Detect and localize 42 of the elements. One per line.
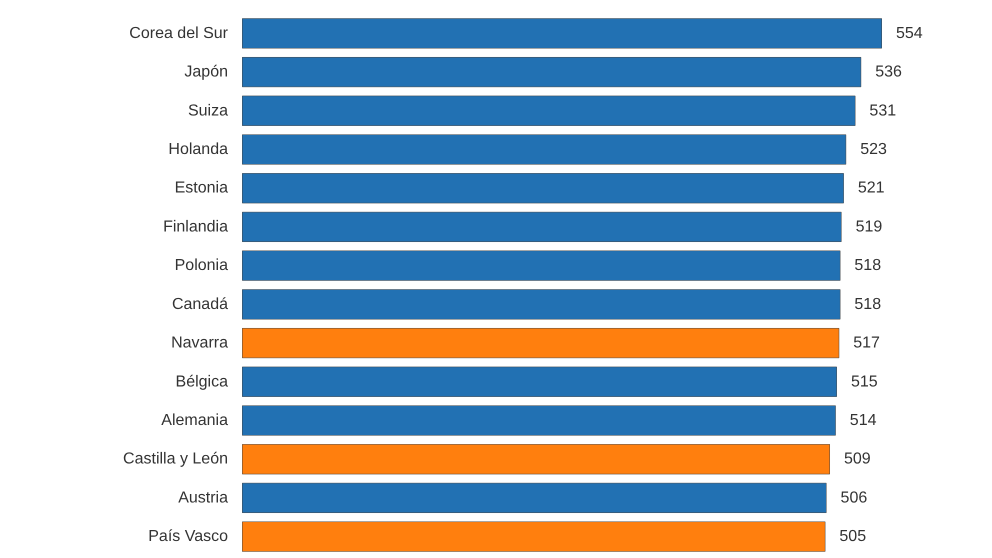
data-label: 515 [850,373,878,390]
data-label: 518 [854,257,882,274]
data-label: 521 [858,180,885,197]
bar [242,289,840,320]
bar [242,18,882,48]
data-label: 536 [875,64,902,81]
y-tick-label: Corea del Sur [129,24,229,42]
y-tick-label: Alemania [161,412,228,429]
bar [242,328,840,358]
y-tick-label: Canadá [172,296,228,313]
data-label: 519 [856,218,882,236]
bar [242,173,844,204]
bar [242,212,842,242]
bar [242,250,840,281]
y-tick-label: Suiza [188,102,228,120]
data-label: 505 [839,528,866,546]
y-tick-label: Polonia [174,257,228,274]
y-tick-label: Japón [184,64,228,81]
y-tick-label: Estonia [174,180,228,197]
bar [242,482,827,514]
bar [242,405,836,436]
bar [242,522,826,552]
data-label: 523 [860,141,887,158]
data-label: 531 [869,102,896,120]
y-tick-label: Castilla y León [123,450,228,468]
y-tick-label: Navarra [171,334,228,352]
bar [242,444,830,474]
y-tick-label: País Vasco [148,528,228,546]
bar [242,366,837,397]
data-label: 506 [840,489,868,506]
y-tick-label: Finlandia [163,218,228,236]
y-tick-label: Austria [178,489,228,506]
bar [242,96,856,126]
data-label: 518 [854,296,882,313]
bar [242,56,862,88]
data-label: 554 [896,24,923,42]
bar [242,134,846,165]
data-label: 509 [844,450,871,468]
y-tick-label: Holanda [168,141,228,158]
y-tick-label: Bélgica [176,373,228,390]
data-label: 517 [853,334,880,352]
data-label: 514 [850,412,877,429]
